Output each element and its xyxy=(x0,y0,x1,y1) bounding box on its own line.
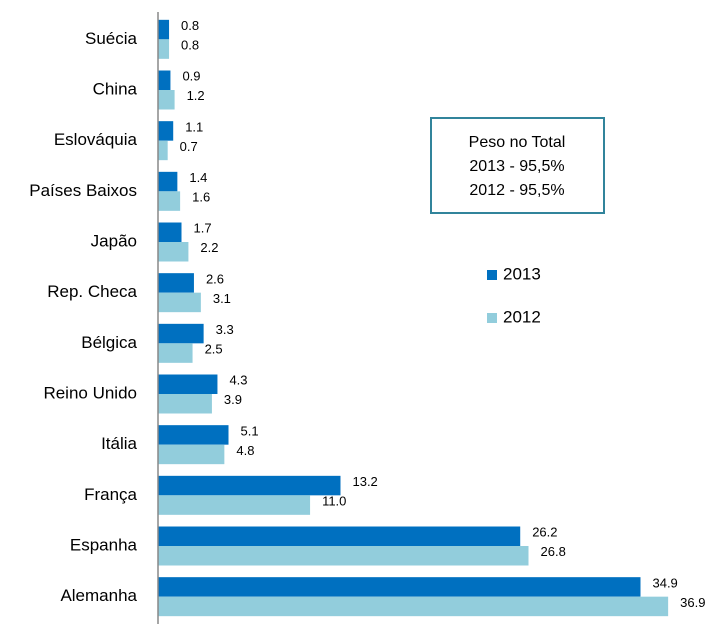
y-tick-label: Suécia xyxy=(85,29,138,48)
y-tick-label: Alemanha xyxy=(60,586,137,605)
value-label: 0.9 xyxy=(182,69,200,84)
legend-label: 2012 xyxy=(503,307,541,326)
bar xyxy=(158,425,229,445)
value-label: 0.8 xyxy=(181,18,199,33)
bar xyxy=(158,475,341,496)
bar xyxy=(158,495,311,515)
value-label: 0.7 xyxy=(180,139,198,154)
value-label: 1.4 xyxy=(189,170,207,185)
y-tick-label: China xyxy=(93,79,138,98)
legend-swatch xyxy=(487,270,497,280)
y-tick-label: Rep. Checa xyxy=(47,282,137,301)
bar xyxy=(158,444,225,465)
bar xyxy=(158,191,181,211)
value-label: 1.2 xyxy=(187,88,205,103)
legend-label: 2013 xyxy=(503,264,541,283)
annotation-box xyxy=(430,117,605,214)
bar xyxy=(158,222,182,242)
annotation: 2013 - 95,5% xyxy=(469,158,564,175)
bar xyxy=(158,343,193,363)
value-label: 26.8 xyxy=(541,544,566,559)
annotation: 2012 - 95,5% xyxy=(469,182,564,199)
value-label: 2.6 xyxy=(206,271,224,286)
value-label: 36.9 xyxy=(680,595,705,610)
bar xyxy=(158,70,171,90)
value-label: 5.1 xyxy=(241,423,259,438)
bar xyxy=(158,394,212,414)
bar xyxy=(158,19,170,40)
y-tick-label: Japão xyxy=(91,231,137,250)
bar xyxy=(158,374,218,394)
value-label: 2.2 xyxy=(200,240,218,255)
y-tick-label: Reino Unido xyxy=(43,383,137,402)
value-label: 1.7 xyxy=(194,221,212,236)
value-label: 34.9 xyxy=(652,575,677,590)
legend-swatch xyxy=(487,313,497,323)
bar xyxy=(158,546,529,566)
bar xyxy=(158,242,189,262)
value-label: 1.6 xyxy=(192,190,210,205)
bar xyxy=(158,596,669,617)
value-label: 26.2 xyxy=(532,525,557,540)
annotation: Peso no Total xyxy=(469,134,566,151)
y-tick-label: Espanha xyxy=(70,535,138,554)
bar xyxy=(158,273,194,293)
bar xyxy=(158,121,174,141)
value-label: 3.9 xyxy=(224,392,242,407)
value-label: 13.2 xyxy=(352,474,377,489)
value-label: 4.3 xyxy=(229,373,247,388)
y-tick-label: Eslováquia xyxy=(54,130,138,149)
value-label: 4.8 xyxy=(236,443,254,458)
value-label: 3.3 xyxy=(216,322,234,337)
value-label: 11.0 xyxy=(322,494,346,509)
value-label: 0.8 xyxy=(181,38,199,53)
y-tick-label: Países Baixos xyxy=(29,181,137,200)
y-tick-label: Bélgica xyxy=(81,333,137,352)
bar xyxy=(158,171,178,192)
bar xyxy=(158,90,175,110)
value-label: 3.1 xyxy=(213,291,231,306)
bar xyxy=(158,577,641,597)
bar xyxy=(158,140,168,161)
bar xyxy=(158,323,204,344)
y-tick-label: França xyxy=(84,485,137,504)
bar xyxy=(158,39,170,59)
value-label: 1.1 xyxy=(185,119,203,134)
bar xyxy=(158,526,521,546)
value-label: 2.5 xyxy=(205,342,223,357)
y-tick-label: Itália xyxy=(101,434,137,453)
bar xyxy=(158,292,201,313)
